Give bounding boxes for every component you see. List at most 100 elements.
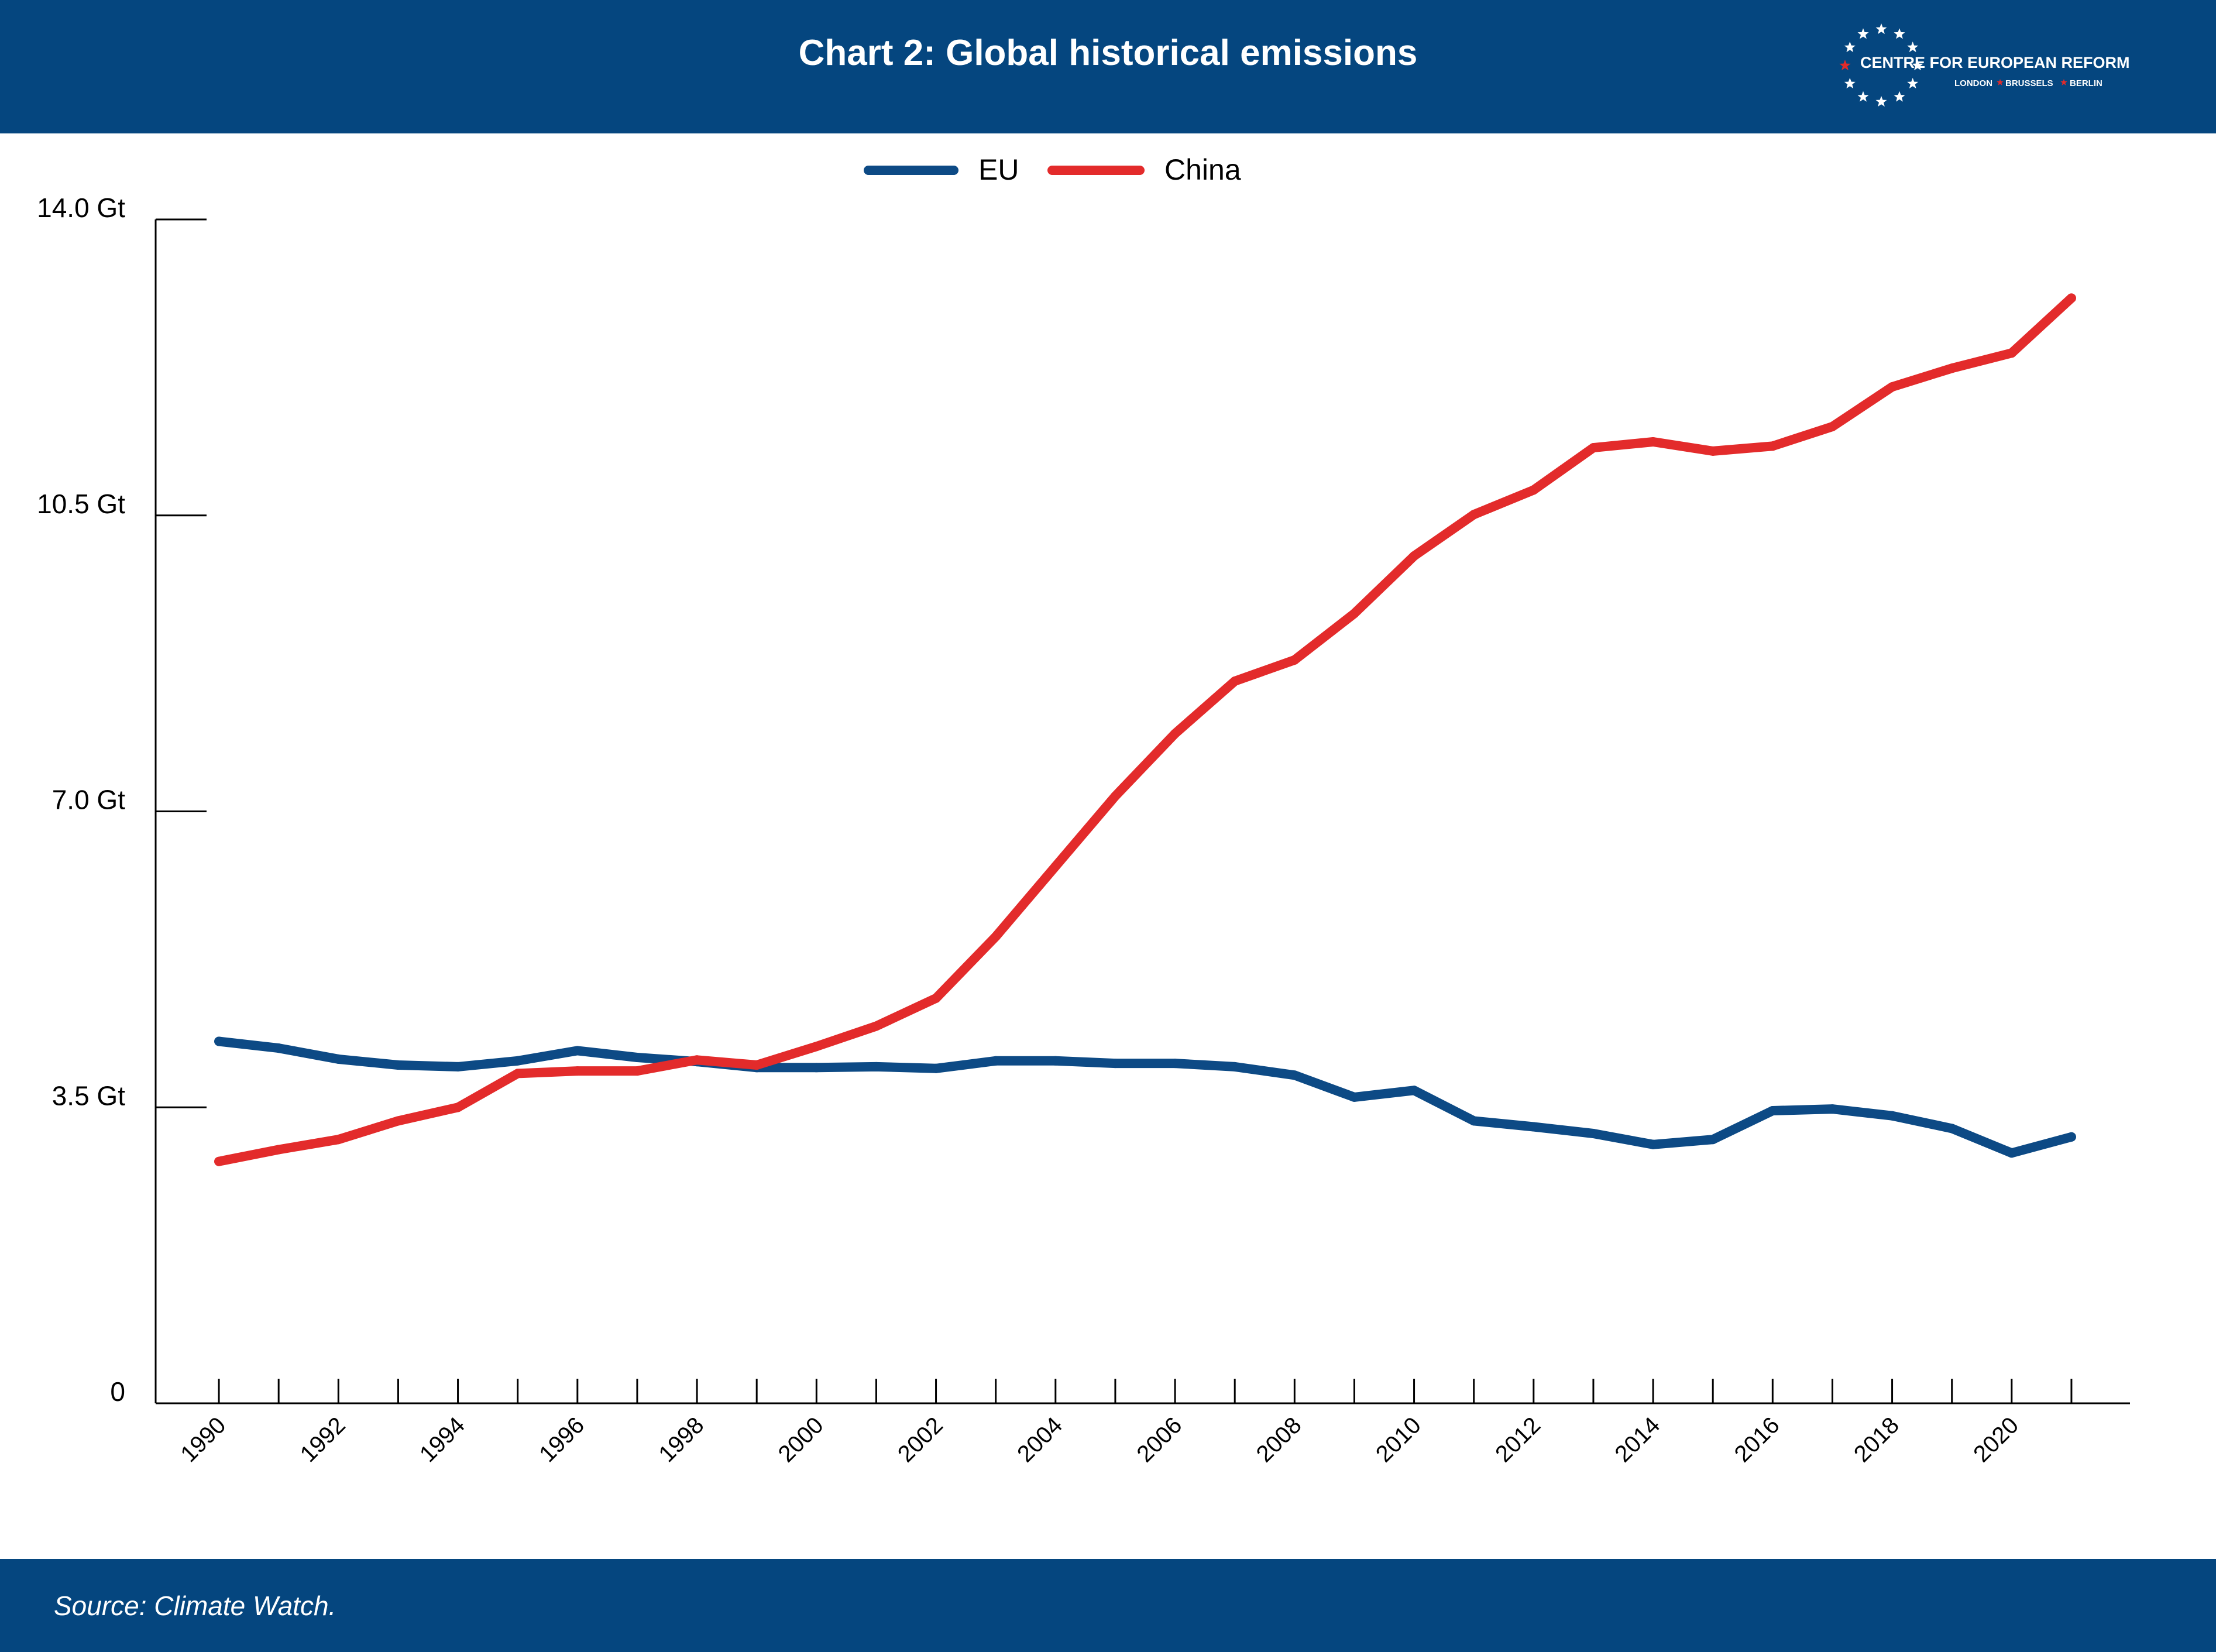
data-point-china: [632, 1066, 642, 1076]
data-point-china: [334, 1135, 343, 1145]
city-separator-stars: [1997, 79, 2067, 85]
data-point-china: [1768, 441, 1778, 451]
series-line-eu: [214, 1036, 2076, 1158]
data-point-china: [1409, 551, 1419, 561]
data-point-china: [2007, 348, 2016, 358]
data-point-eu: [274, 1043, 284, 1053]
logo-city-berlin: BERLIN: [2070, 78, 2102, 88]
x-tick-label: 1998: [654, 1412, 709, 1467]
logo-star-icon: [1894, 91, 1905, 102]
series-line-china: [214, 293, 2076, 1166]
x-tick-label: 2014: [1610, 1412, 1665, 1467]
logo-separator-star-icon: [2060, 79, 2067, 85]
data-point-eu: [453, 1062, 463, 1071]
data-point-eu: [931, 1063, 941, 1073]
x-tick-label: 2020: [1968, 1412, 2023, 1467]
data-point-china: [812, 1042, 822, 1052]
logo-name: CENTRE FOR EUROPEAN REFORM: [1860, 54, 2130, 71]
x-tick-label: 2018: [1849, 1412, 1904, 1467]
data-point-china: [214, 1156, 224, 1166]
data-point-eu: [214, 1036, 224, 1046]
data-point-eu: [1349, 1092, 1359, 1102]
data-point-china: [1827, 422, 1837, 431]
x-tick-label: 1992: [296, 1412, 351, 1467]
legend-label-china: China: [1164, 153, 1241, 186]
data-point-eu: [1528, 1122, 1538, 1132]
data-point-eu: [513, 1056, 523, 1066]
logo-star-icon: [1912, 60, 1923, 71]
data-point-eu: [2007, 1148, 2016, 1158]
header-bar: Chart 2: Global historical emissions CEN…: [0, 0, 2216, 133]
data-point-eu: [393, 1060, 403, 1070]
data-point-china: [1349, 609, 1359, 619]
data-point-china: [453, 1103, 463, 1112]
data-point-eu: [1827, 1104, 1837, 1114]
data-point-china: [1170, 729, 1180, 739]
y-tick-label: 14.0 Gt: [37, 193, 125, 223]
x-tick-label: 2010: [1371, 1412, 1426, 1467]
logo-star-icon: [1844, 78, 1856, 89]
data-point-eu: [1110, 1059, 1120, 1069]
data-point-china: [1648, 437, 1658, 447]
x-tick-label: 2006: [1132, 1412, 1187, 1467]
x-tick-label: 2016: [1730, 1412, 1785, 1467]
data-point-eu: [1409, 1086, 1419, 1095]
data-point-china: [1230, 676, 1240, 686]
source-note: Source: Climate Watch.: [54, 1590, 336, 1621]
data-point-china: [1110, 791, 1120, 801]
legend-label-eu: EU: [978, 153, 1019, 186]
data-point-eu: [871, 1062, 881, 1071]
data-point-eu: [1170, 1059, 1180, 1069]
y-tick-label: 7.0 Gt: [52, 785, 126, 815]
data-point-china: [931, 993, 941, 1003]
data-point-china: [1887, 382, 1897, 392]
x-tick-label: 1994: [415, 1412, 470, 1467]
data-point-eu: [1050, 1056, 1060, 1066]
x-tick-label: 2008: [1252, 1412, 1307, 1467]
data-point-china: [1588, 443, 1598, 453]
logo-star-icon: [1894, 28, 1905, 39]
data-point-china: [1708, 446, 1718, 456]
logo-star-icon: [1907, 78, 1919, 89]
data-point-china: [991, 932, 1001, 942]
series-layer: [214, 293, 2076, 1166]
data-point-eu: [1887, 1111, 1897, 1121]
logo-city-brussels: BRUSSELS: [2005, 78, 2053, 88]
chart-title: Chart 2: Global historical emissions: [798, 32, 1418, 73]
logo-star-icon: [1875, 96, 1887, 107]
data-point-china: [513, 1069, 523, 1079]
data-point-eu: [1588, 1129, 1598, 1138]
data-point-eu: [1947, 1124, 1957, 1134]
data-point-eu: [572, 1046, 582, 1056]
legend: EU China: [864, 153, 1241, 186]
data-point-china: [752, 1060, 762, 1070]
x-tick-label: 2004: [1012, 1412, 1067, 1467]
data-point-china: [692, 1055, 702, 1065]
data-point-eu: [2066, 1132, 2076, 1142]
x-tick-label: 1996: [534, 1412, 589, 1467]
logo-star-icon: [1839, 60, 1851, 71]
logo-star-icon: [1857, 91, 1869, 102]
data-point-china: [1050, 861, 1060, 871]
data-point-china: [572, 1066, 582, 1076]
logo-separator-star-icon: [1997, 79, 2004, 85]
data-point-eu: [991, 1056, 1001, 1066]
data-point-china: [274, 1145, 284, 1155]
data-point-eu: [1290, 1070, 1300, 1080]
data-point-china: [1947, 363, 1957, 373]
logo-city-london: LONDON: [1954, 78, 1992, 88]
data-point-eu: [1768, 1106, 1778, 1115]
logo-star-icon: [1844, 42, 1856, 53]
data-point-eu: [812, 1063, 822, 1073]
data-point-china: [1528, 485, 1538, 495]
cer-logo: CENTRE FOR EUROPEAN REFORM LONDON BRUSSE…: [1839, 23, 2130, 107]
data-point-eu: [632, 1053, 642, 1062]
star-ring-icon: [1839, 23, 1923, 107]
data-point-china: [1469, 510, 1479, 520]
x-tick-label: 2000: [774, 1412, 829, 1467]
data-point-eu: [334, 1054, 343, 1064]
data-point-eu: [1708, 1135, 1718, 1145]
y-tick-label: 3.5 Gt: [52, 1080, 126, 1111]
data-point-eu: [1230, 1062, 1240, 1071]
data-point-china: [393, 1116, 403, 1126]
